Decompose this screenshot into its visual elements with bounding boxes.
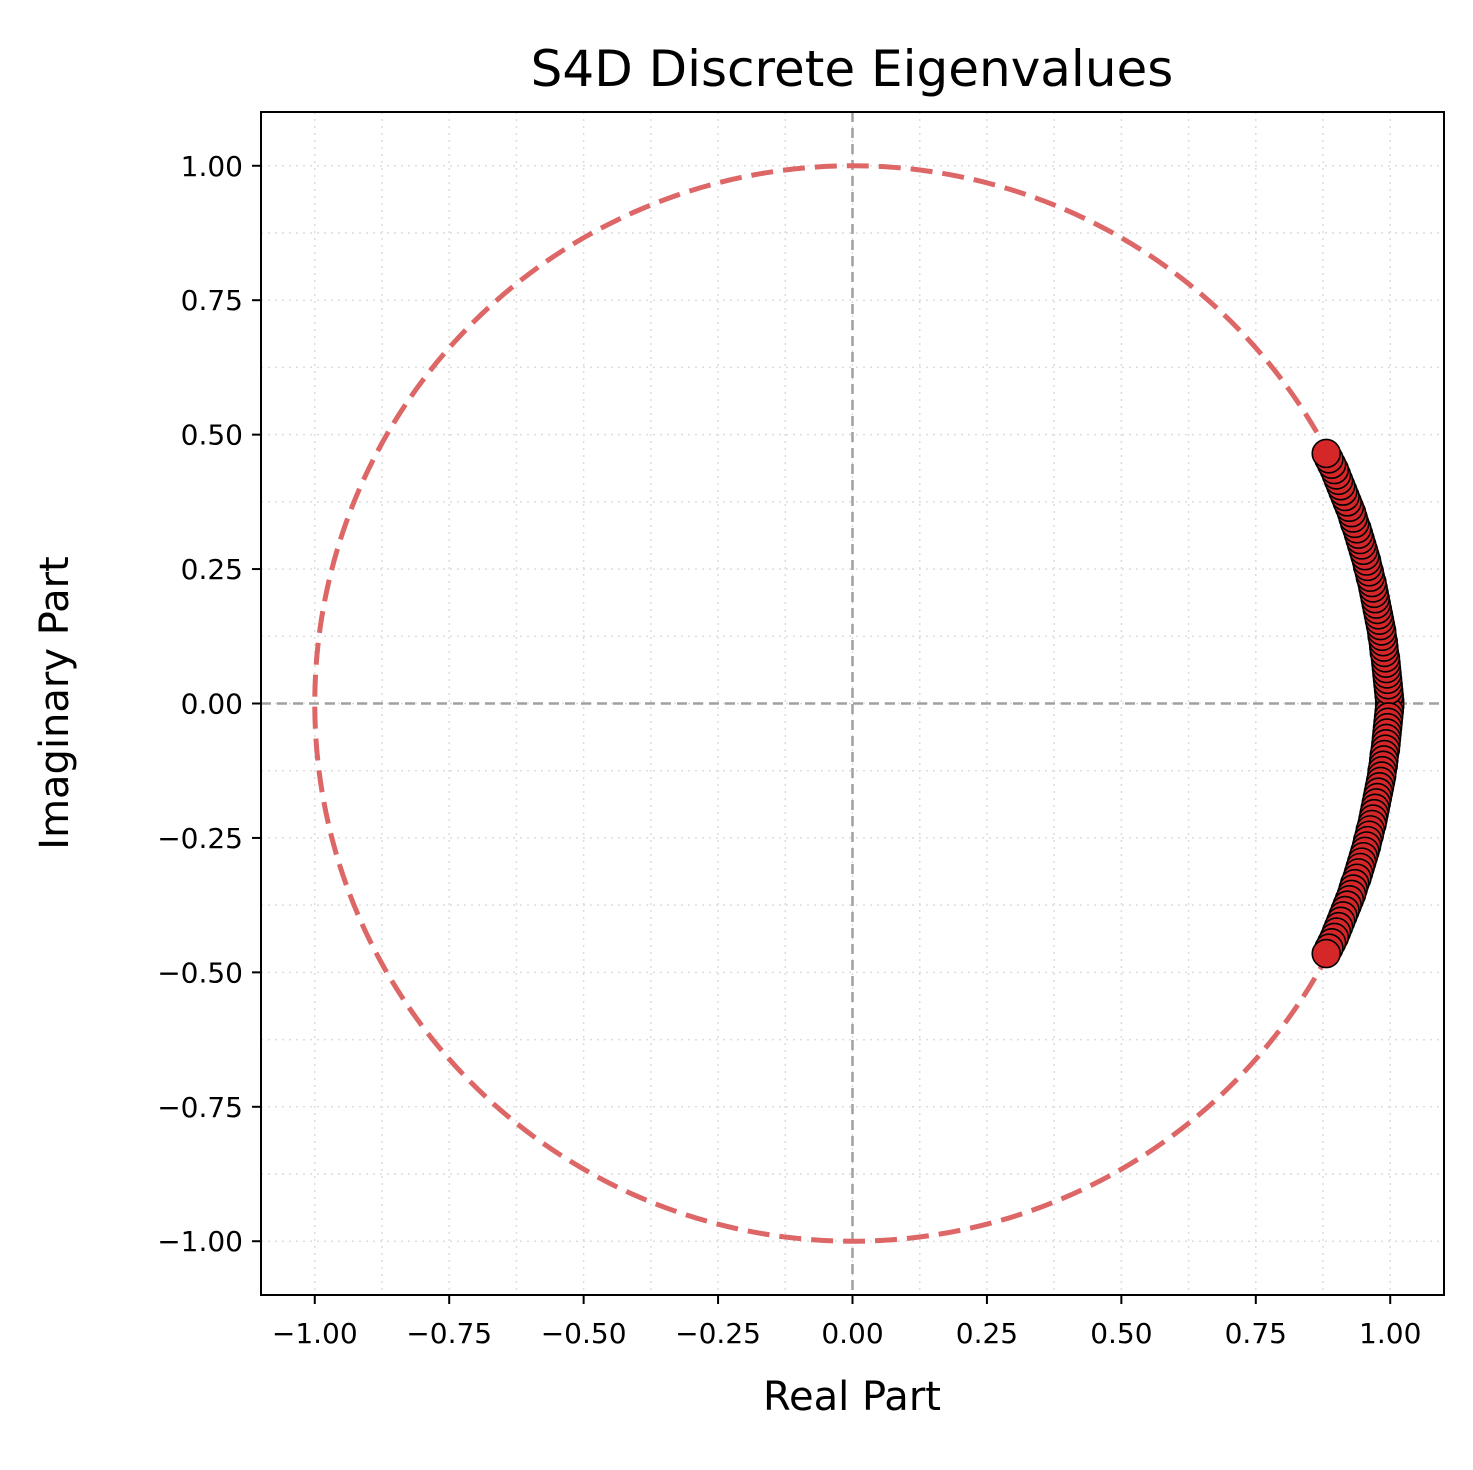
y-tick-label: 0.00 (181, 688, 243, 721)
x-axis-label: Real Part (763, 1374, 941, 1420)
chart-title: S4D Discrete Eigenvalues (531, 40, 1174, 98)
y-tick-label: 0.75 (181, 284, 243, 317)
x-tick-label: −0.50 (541, 1317, 627, 1350)
eigenvalue-point (1311, 438, 1342, 469)
y-axis-label: Imaginary Part (32, 556, 78, 849)
y-tick-label: 1.00 (181, 150, 243, 183)
y-tick-label: −0.75 (157, 1091, 243, 1124)
x-tick-label: 1.00 (1359, 1317, 1421, 1350)
x-tick-label: 0.50 (1090, 1317, 1152, 1350)
y-tick-label: 0.50 (181, 419, 243, 452)
x-axis-ticks: −1.00 −0.75 −0.50 −0.25 0.00 0.25 0.50 0.75 1.00 (272, 1295, 1421, 1350)
y-tick-label: 0.25 (181, 553, 243, 586)
x-tick-label: −1.00 (272, 1317, 358, 1350)
y-tick-label: −0.50 (157, 956, 243, 989)
eigenvalue-points (1311, 438, 1405, 969)
reference-lines (261, 112, 1444, 1295)
x-tick-label: 0.25 (956, 1317, 1018, 1350)
y-axis-ticks: −1.00 −0.75 −0.50 −0.25 0.00 0.25 0.50 0.75 1.00 (157, 150, 261, 1258)
eigenvalue-point (1311, 938, 1342, 969)
y-tick-label: −0.25 (157, 822, 243, 855)
x-tick-label: −0.25 (675, 1317, 761, 1350)
x-tick-label: 0.00 (821, 1317, 883, 1350)
y-tick-label: −1.00 (157, 1225, 243, 1258)
x-tick-label: −0.75 (406, 1317, 492, 1350)
x-tick-label: 0.75 (1225, 1317, 1287, 1350)
